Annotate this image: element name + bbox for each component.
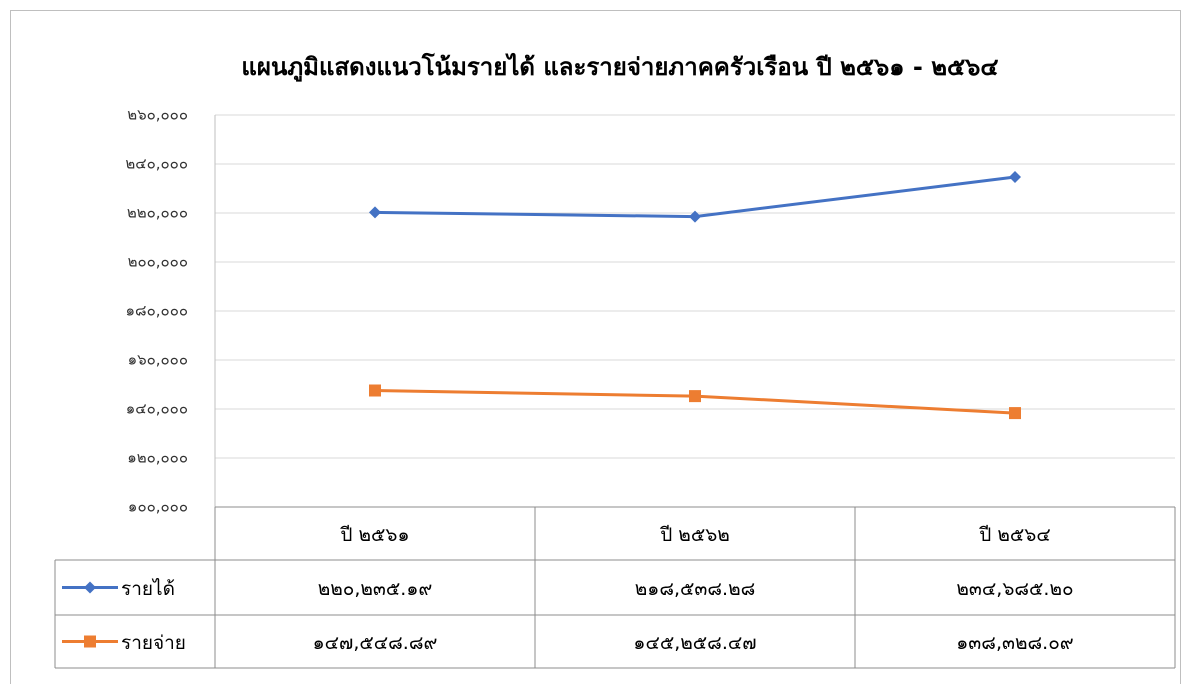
chart-frame bbox=[10, 10, 1181, 684]
data-point bbox=[1009, 171, 1021, 184]
legend-label: รายจ่าย bbox=[121, 632, 186, 654]
chart-title: แผนภูมิแสดงแนวโน้มรายได้ และรายจ่ายภาคคร… bbox=[241, 52, 998, 82]
data-point bbox=[369, 206, 381, 219]
data-label: ๑๔๕,๒๕๘.๔๗ bbox=[633, 632, 756, 654]
data-label: ๑๓๘,๓๒๘.๐๙ bbox=[956, 632, 1073, 654]
data-label: ๒๑๘,๕๓๘.๒๘ bbox=[635, 578, 756, 600]
x-tick-label: ปี ๒๕๖๔ bbox=[978, 524, 1050, 546]
y-tick-label: ๒๒๐,๐๐๐ bbox=[127, 204, 188, 222]
y-tick-label: ๑๐๐,๐๐๐ bbox=[128, 498, 188, 516]
legend-marker bbox=[84, 581, 96, 594]
data-point bbox=[1009, 407, 1021, 420]
data-label: ๒๓๔,๖๘๕.๒๐ bbox=[956, 578, 1073, 600]
data-point bbox=[689, 390, 701, 403]
y-tick-label: ๑๒๐,๐๐๐ bbox=[127, 449, 188, 467]
legend-marker bbox=[84, 635, 96, 648]
data-point bbox=[689, 210, 701, 223]
y-tick-label: ๒๐๐,๐๐๐ bbox=[128, 253, 188, 271]
data-point bbox=[369, 384, 381, 397]
y-tick-label: ๒๔๐,๐๐๐ bbox=[125, 155, 188, 173]
y-tick-label: ๒๖๐,๐๐๐ bbox=[127, 106, 188, 124]
legend-label: รายได้ bbox=[121, 578, 175, 600]
data-label: ๑๔๗,๕๔๘.๘๙ bbox=[313, 632, 438, 654]
y-tick-label: ๑๘๐,๐๐๐ bbox=[126, 302, 188, 320]
data-label: ๒๒๐,๒๓๕.๑๙ bbox=[318, 578, 433, 600]
y-tick-label: ๑๖๐,๐๐๐ bbox=[128, 351, 188, 369]
x-tick-label: ปี ๒๕๖๒ bbox=[659, 524, 729, 546]
x-tick-label: ปี ๒๕๖๑ bbox=[340, 524, 410, 546]
y-tick-label: ๑๔๐,๐๐๐ bbox=[126, 400, 188, 418]
